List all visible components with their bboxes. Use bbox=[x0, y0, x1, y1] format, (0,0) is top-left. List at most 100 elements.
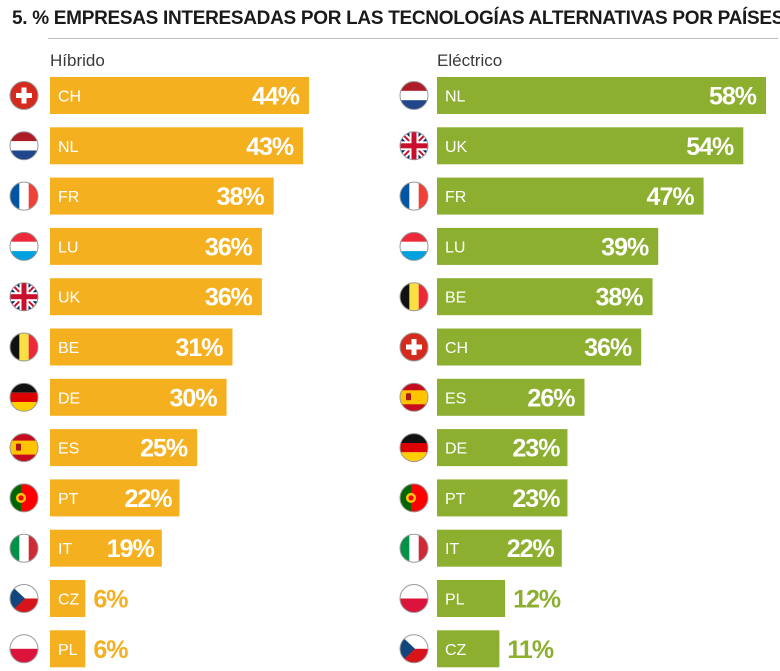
czech-flag-icon bbox=[9, 584, 39, 613]
bar bbox=[437, 580, 506, 617]
data-label: 26% bbox=[527, 384, 575, 412]
panel-subtitle: Híbrido bbox=[50, 51, 105, 70]
bar-row-it: IT 19% bbox=[9, 529, 162, 567]
data-label: 36% bbox=[205, 233, 253, 261]
bar-row-fr: FR 47% bbox=[399, 177, 704, 215]
bar-row-fr: FR 38% bbox=[9, 177, 274, 215]
data-label: 23% bbox=[512, 485, 560, 513]
spain-flag-icon bbox=[399, 382, 429, 412]
uk-flag-icon bbox=[9, 282, 39, 312]
bar bbox=[437, 227, 659, 265]
category-label: DE bbox=[58, 390, 80, 407]
bar bbox=[437, 177, 704, 215]
bar-row-it: IT 22% bbox=[399, 529, 562, 567]
data-label: 31% bbox=[175, 334, 223, 362]
bar-row-be: BE 31% bbox=[9, 328, 233, 366]
title-divider bbox=[48, 38, 778, 39]
bar-row-ch: CH 36% bbox=[399, 328, 642, 366]
data-label: 6% bbox=[93, 586, 128, 614]
belgium-flag-icon bbox=[9, 332, 39, 362]
data-label: 19% bbox=[107, 535, 155, 563]
bar-row-pt: PT 23% bbox=[399, 479, 568, 517]
bar-row-nl: NL 43% bbox=[9, 127, 304, 165]
category-label: CZ bbox=[58, 592, 80, 609]
france-flag-icon bbox=[399, 181, 429, 211]
category-label: FR bbox=[445, 189, 466, 206]
bar bbox=[437, 77, 766, 114]
netherlands-flag-icon bbox=[9, 131, 39, 161]
poland-flag-icon bbox=[399, 584, 429, 613]
bar bbox=[437, 479, 568, 517]
bar-row-es: ES 26% bbox=[399, 378, 585, 416]
data-label: 6% bbox=[93, 636, 128, 664]
bar bbox=[437, 429, 568, 467]
category-label: NL bbox=[445, 89, 466, 106]
category-label: LU bbox=[58, 239, 78, 256]
bar-row-cz: CZ 6% bbox=[9, 580, 129, 617]
category-label: PT bbox=[445, 491, 466, 508]
bar-row-pl: PL 6% bbox=[9, 630, 129, 668]
category-label: LU bbox=[445, 239, 465, 256]
data-label: 38% bbox=[217, 183, 265, 211]
data-label: 22% bbox=[124, 485, 172, 513]
data-label: 58% bbox=[709, 83, 757, 111]
bar-row-es: ES 25% bbox=[9, 429, 198, 467]
category-label: CZ bbox=[445, 642, 467, 659]
category-label: BE bbox=[445, 290, 466, 307]
category-label: DE bbox=[445, 441, 467, 458]
chart-panel-hybrid: Híbrido CH 44% NL 43% FR 38% LU 36% UK 36% BE 31% DE 3… bbox=[9, 51, 309, 668]
category-label: UK bbox=[445, 139, 468, 156]
spain-flag-icon bbox=[9, 433, 39, 463]
bar-row-pl: PL 12% bbox=[399, 580, 562, 617]
bar bbox=[50, 227, 262, 265]
bar bbox=[437, 378, 585, 416]
luxembourg-flag-icon bbox=[9, 231, 39, 261]
czech-flag-icon bbox=[399, 634, 429, 664]
chart-title: 5. % EMPRESAS INTERESADAS POR LAS TECNOL… bbox=[12, 8, 780, 29]
bar bbox=[50, 328, 233, 366]
category-label: BE bbox=[58, 340, 79, 357]
bar bbox=[50, 77, 309, 114]
swiss-flag-icon bbox=[9, 81, 39, 110]
luxembourg-flag-icon bbox=[399, 231, 429, 261]
bar-row-be: BE 38% bbox=[399, 278, 653, 316]
data-label: 22% bbox=[507, 535, 555, 563]
netherlands-flag-icon bbox=[399, 81, 429, 110]
portugal-flag-icon bbox=[9, 483, 39, 513]
data-label: 23% bbox=[512, 435, 560, 463]
bar-row-ch: CH 44% bbox=[9, 77, 309, 114]
bar bbox=[437, 328, 642, 366]
bar bbox=[50, 177, 274, 215]
bar-row-nl: NL 58% bbox=[399, 77, 766, 114]
bar bbox=[50, 278, 262, 316]
data-label: 39% bbox=[601, 233, 649, 261]
data-label: 38% bbox=[596, 284, 644, 312]
portugal-flag-icon bbox=[399, 483, 429, 513]
bar-row-pt: PT 22% bbox=[9, 479, 180, 517]
category-label: UK bbox=[58, 290, 81, 307]
bar-row-de: DE 30% bbox=[9, 378, 227, 416]
data-label: 25% bbox=[140, 435, 188, 463]
data-label: 11% bbox=[507, 636, 553, 664]
italy-flag-icon bbox=[399, 533, 429, 563]
data-label: 30% bbox=[170, 384, 218, 412]
category-label: NL bbox=[58, 139, 79, 156]
bar-row-uk: UK 36% bbox=[9, 278, 262, 316]
germany-flag-icon bbox=[9, 382, 39, 412]
bar-row-uk: UK 54% bbox=[399, 127, 744, 165]
data-label: 12% bbox=[513, 586, 561, 614]
italy-flag-icon bbox=[9, 533, 39, 563]
data-label: 36% bbox=[584, 334, 632, 362]
data-label: 43% bbox=[246, 133, 294, 161]
bar bbox=[437, 529, 562, 567]
bar-row-de: DE 23% bbox=[399, 429, 568, 467]
swiss-flag-icon bbox=[399, 332, 429, 362]
poland-flag-icon bbox=[9, 634, 39, 664]
panel-subtitle: Eléctrico bbox=[437, 51, 502, 70]
germany-flag-icon bbox=[399, 433, 429, 463]
bar-row-lu: LU 39% bbox=[399, 227, 659, 265]
data-label: 54% bbox=[686, 133, 734, 161]
bar bbox=[50, 378, 227, 416]
category-label: ES bbox=[58, 441, 79, 458]
